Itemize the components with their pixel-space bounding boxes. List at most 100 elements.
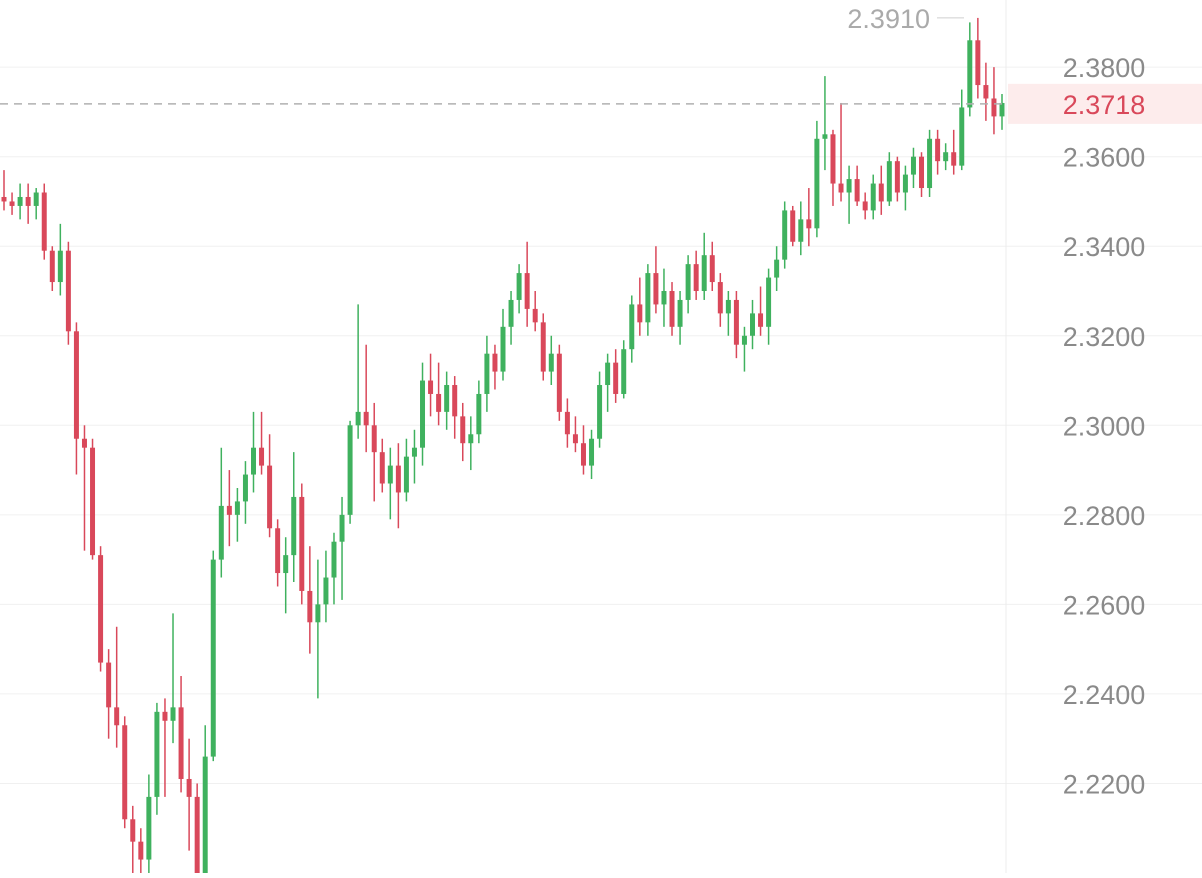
- candle-body: [814, 138, 820, 229]
- candle: [41, 183, 47, 260]
- candle: [589, 429, 595, 480]
- candle: [395, 443, 401, 529]
- candle: [242, 461, 248, 524]
- candle: [613, 349, 619, 403]
- candle-body: [701, 255, 707, 291]
- candle: [564, 398, 570, 448]
- candle-body: [870, 183, 876, 211]
- candle: [774, 246, 780, 291]
- candle: [492, 344, 498, 390]
- candle-body: [556, 353, 562, 412]
- candle: [862, 192, 868, 220]
- candle-body: [910, 156, 916, 175]
- candle: [556, 344, 562, 421]
- candle: [959, 89, 965, 171]
- candle: [717, 273, 723, 327]
- candle-body: [259, 447, 265, 466]
- candle-body: [661, 291, 667, 305]
- candle: [234, 487, 240, 542]
- candle-body: [806, 219, 812, 229]
- candle-body: [935, 138, 941, 162]
- candle: [444, 371, 450, 430]
- candle: [428, 353, 434, 417]
- candle-body: [57, 250, 63, 283]
- candle-body: [275, 528, 281, 574]
- candle-body: [178, 707, 184, 779]
- candle-body: [17, 196, 23, 206]
- candle-body: [476, 393, 482, 435]
- candle-body: [572, 434, 578, 444]
- candle: [355, 304, 361, 439]
- candle-body: [283, 555, 289, 574]
- candle-body: [878, 183, 884, 202]
- candle: [194, 783, 200, 878]
- candle-body: [218, 505, 224, 560]
- candle: [983, 62, 989, 121]
- candle: [516, 264, 522, 314]
- y-tick-label: 2.2800: [1063, 501, 1146, 531]
- candle: [226, 470, 232, 547]
- candle: [902, 165, 908, 211]
- candle-body: [251, 447, 256, 475]
- candle: [685, 255, 691, 314]
- candle: [653, 246, 659, 314]
- candle: [798, 201, 804, 256]
- candle-body: [524, 273, 530, 309]
- candle-body: [886, 161, 892, 202]
- candle: [379, 438, 385, 493]
- candle: [403, 438, 409, 502]
- candle: [81, 425, 87, 551]
- candle: [822, 76, 828, 171]
- candle: [645, 264, 651, 336]
- candle-body: [830, 134, 836, 184]
- candle-body: [637, 304, 643, 323]
- candle: [468, 416, 474, 471]
- candle: [436, 362, 442, 426]
- candle-body: [927, 138, 933, 189]
- candle: [637, 277, 643, 336]
- candle-body: [299, 496, 305, 591]
- y-axis-ticks: 2.2200 2.2400 2.2600 2.2800 2.3000 2.3200 2.34…: [1063, 53, 1146, 799]
- candle-body: [379, 452, 385, 484]
- candle: [693, 250, 699, 300]
- candle-body: [371, 425, 377, 453]
- candle-body: [323, 577, 329, 605]
- candle-body: [138, 841, 144, 860]
- candle-body: [959, 107, 965, 166]
- candle: [275, 519, 281, 587]
- candle: [524, 241, 530, 327]
- candle: [725, 291, 731, 336]
- candle: [597, 371, 603, 448]
- candle: [484, 335, 490, 412]
- candle-body: [597, 385, 603, 439]
- candle: [202, 725, 208, 878]
- candle: [9, 192, 15, 215]
- candle: [500, 308, 506, 381]
- candle-body: [1, 196, 7, 202]
- candle-body: [653, 273, 659, 305]
- candle-body: [355, 411, 361, 426]
- candle-body: [564, 411, 570, 435]
- candle: [991, 67, 997, 135]
- candle: [999, 94, 1005, 130]
- candle-body: [484, 353, 490, 394]
- candle: [154, 702, 160, 815]
- candle-body: [420, 380, 426, 448]
- candle-body: [49, 250, 55, 283]
- candle: [218, 447, 224, 578]
- candle-body: [130, 819, 136, 842]
- candle: [323, 550, 329, 623]
- candle: [339, 496, 345, 600]
- candle-body: [363, 411, 369, 426]
- candle-body: [540, 322, 546, 372]
- candle-body: [902, 174, 908, 193]
- candle: [758, 286, 764, 336]
- candle: [460, 402, 466, 462]
- candle: [452, 376, 458, 439]
- candle: [661, 268, 667, 327]
- candle: [65, 241, 71, 345]
- candle: [162, 698, 168, 797]
- candle-body: [605, 362, 611, 386]
- y-tick-label: 2.3200: [1063, 322, 1146, 352]
